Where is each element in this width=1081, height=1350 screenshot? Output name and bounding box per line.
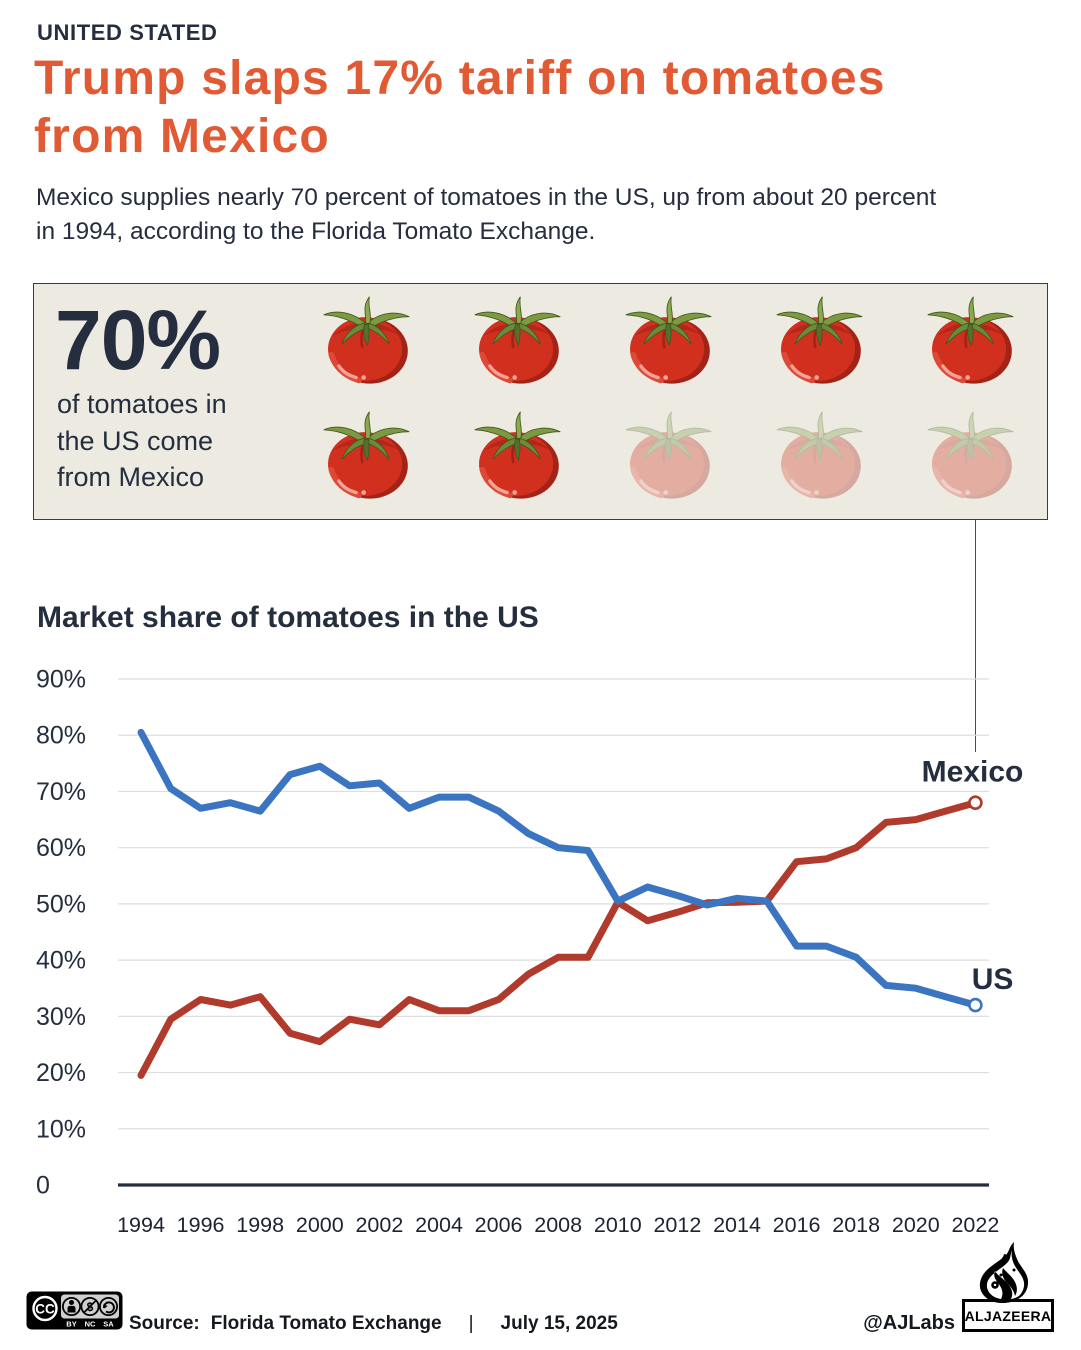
x-tick-label: 2014 — [713, 1213, 761, 1237]
series-endpoint-us — [968, 997, 983, 1013]
x-tick-label: 1996 — [177, 1213, 225, 1237]
y-tick-label: 30% — [36, 1003, 86, 1031]
svg-text:CC: CC — [35, 1302, 55, 1317]
line-chart: 0 10% 20% 30% 40% 50% 60% 70% 80% 90% 1994 1996 1998… — [36, 666, 1024, 1237]
y-tick-label: 10% — [36, 1115, 86, 1143]
credit-handle: @AJLabs — [863, 1312, 955, 1334]
x-tick-label: 2016 — [773, 1213, 821, 1237]
tomato-icon — [621, 292, 716, 387]
series-label-us: US — [972, 963, 1014, 996]
tomato-icon — [621, 407, 716, 502]
stat-box: 70% of tomatoes in the US come from Mexi… — [33, 283, 1048, 520]
x-tick-label: 2006 — [475, 1213, 523, 1237]
y-tick-label: 90% — [36, 666, 86, 694]
y-tick-label: 20% — [36, 1059, 86, 1087]
y-tick-label: 0 — [36, 1172, 50, 1200]
x-tick-label: 2002 — [355, 1213, 403, 1237]
y-tick-label: 60% — [36, 834, 86, 862]
brand-name: ALJAZEERA — [964, 1307, 1052, 1324]
x-tick-label: 2018 — [832, 1213, 880, 1237]
x-tick-label: 2022 — [951, 1213, 999, 1237]
y-tick-label: 50% — [36, 890, 86, 918]
tomato-icon — [319, 407, 414, 502]
x-tick-label: 2012 — [653, 1213, 701, 1237]
x-tick-label: 1994 — [117, 1213, 165, 1237]
tomato-icon — [923, 407, 1018, 502]
kicker: UNITED STATED — [37, 20, 218, 45]
tomato-icon — [470, 407, 565, 502]
source-label: Source: — [129, 1313, 200, 1334]
x-tick-label: 2008 — [534, 1213, 582, 1237]
y-tick-label: 80% — [36, 722, 86, 750]
tomato-icon — [772, 407, 867, 502]
stat-number: 70% — [55, 293, 221, 387]
brand-logo-box: ALJAZEERA — [962, 1299, 1054, 1332]
tomato-pictogram — [319, 292, 1041, 514]
separator: | — [468, 1313, 474, 1334]
x-tick-label: 2004 — [415, 1213, 463, 1237]
svg-text:BY: BY — [66, 1320, 76, 1329]
cc-license-badge: CC $ BY NC SA — [26, 1291, 123, 1330]
chart-title: Market share of tomatoes in the US — [37, 601, 539, 634]
connector-line — [975, 520, 977, 752]
series-line-mexico — [137, 799, 979, 1079]
series-endpoint-mexico — [968, 795, 983, 811]
headline: Trump slaps 17% tariff on tomatoes from … — [34, 52, 886, 163]
x-tick-label: 2010 — [594, 1213, 642, 1237]
tomato-icon — [319, 292, 414, 387]
x-tick-label: 2020 — [892, 1213, 940, 1237]
x-tick-label: 1998 — [236, 1213, 284, 1237]
y-tick-label: 40% — [36, 947, 86, 975]
y-tick-label: 70% — [36, 778, 86, 806]
subtitle: Mexico supplies nearly 70 percent of tom… — [36, 184, 937, 245]
tomato-icon — [470, 292, 565, 387]
stat-description: of tomatoes in the US come from Mexico — [57, 389, 227, 492]
tomato-icon — [923, 292, 1018, 387]
source-name: Florida Tomato Exchange — [210, 1313, 442, 1334]
source-row: Source: Florida Tomato Exchange | July 1… — [129, 1312, 618, 1336]
svg-text:NC: NC — [85, 1320, 96, 1329]
series-line-us — [137, 728, 979, 1009]
svg-text:SA: SA — [103, 1320, 114, 1329]
series-label-mexico: Mexico — [922, 756, 1024, 789]
tomato-icon — [772, 292, 867, 387]
date: July 15, 2025 — [500, 1313, 618, 1334]
aljazeera-flame-logo — [979, 1242, 1029, 1303]
x-tick-label: 2000 — [296, 1213, 344, 1237]
